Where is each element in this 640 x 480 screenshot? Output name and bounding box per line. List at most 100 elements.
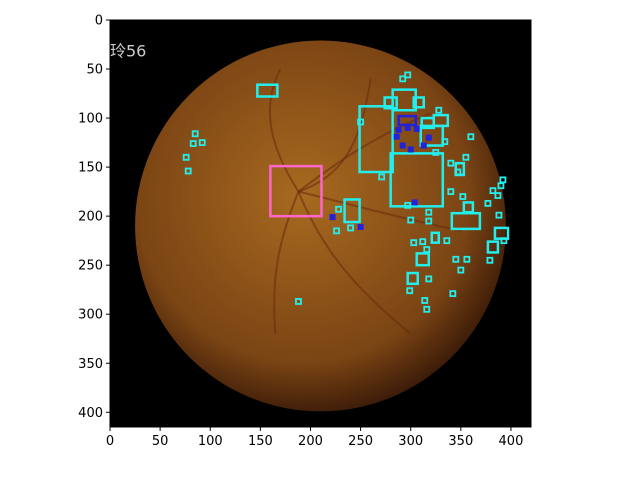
cyan-annotation-point — [500, 237, 508, 245]
cyan-annotation-point — [463, 255, 471, 263]
cyan-annotation-point — [484, 199, 492, 207]
cyan-annotation-point — [459, 193, 467, 200]
cyan-annotation-point — [495, 211, 503, 219]
cyan-annotation-point — [462, 153, 470, 161]
retinal-vessel — [298, 78, 372, 193]
retinal-vessel — [298, 190, 462, 232]
cyan-annotation-box — [419, 124, 445, 147]
cyan-annotation-point — [378, 173, 386, 181]
cyan-annotation-point — [189, 140, 197, 147]
cyan-annotation-point — [467, 133, 475, 141]
y-tick-label: 150 — [78, 161, 103, 176]
blue-annotation-point — [411, 199, 418, 206]
cyan-annotation-point — [425, 275, 433, 283]
retinal-vessel — [268, 68, 300, 193]
x-tick-label: 350 — [448, 434, 473, 449]
cyan-annotation-point — [406, 287, 414, 295]
cyan-annotation-box — [256, 83, 279, 98]
x-tick-label: 250 — [348, 434, 373, 449]
retinal-vessel — [297, 191, 412, 335]
cyan-annotation-box — [412, 96, 425, 109]
cyan-annotation-point — [404, 71, 412, 79]
cyan-annotation-point — [441, 138, 449, 146]
cyan-annotation-point — [335, 205, 342, 213]
cyan-annotation-point — [435, 106, 443, 114]
cyan-annotation-box — [391, 88, 417, 112]
y-tick-label: 300 — [78, 308, 103, 323]
blue-annotation-point — [420, 142, 427, 149]
cyan-annotation-box — [462, 201, 475, 214]
x-axis: 0 50 100 150 200 250 300 350 400 — [106, 427, 524, 449]
retinal-vessel — [273, 191, 300, 334]
magenta-annotation-box — [269, 164, 323, 218]
x-tick-label: 400 — [499, 434, 524, 449]
cyan-annotation-point — [410, 239, 418, 247]
cyan-annotation-point — [191, 130, 199, 138]
x-tick-label: 300 — [398, 434, 423, 449]
fundus-disc — [135, 40, 506, 412]
cyan-annotation-point — [423, 305, 431, 313]
cyan-annotation-point — [347, 224, 354, 232]
blue-annotation-point — [404, 124, 411, 131]
cyan-annotation-point — [499, 176, 507, 184]
cyan-annotation-box — [430, 231, 441, 244]
cyan-annotation-point — [357, 118, 364, 126]
y-tick-label: 350 — [78, 357, 103, 372]
x-tick-label: 150 — [248, 434, 273, 449]
cyan-annotation-box — [343, 198, 361, 224]
y-tick-label: 250 — [78, 259, 103, 274]
cyan-annotation-point — [425, 217, 433, 225]
blue-annotation-point — [357, 223, 364, 230]
cyan-annotation-point — [432, 148, 440, 156]
cyan-annotation-point — [452, 255, 460, 263]
y-tick-label: 100 — [78, 112, 103, 127]
plot-area: 玲56 — [110, 20, 531, 427]
cyan-annotation-point — [198, 139, 206, 146]
cyan-annotation-point — [447, 188, 455, 196]
cyan-annotation-point — [457, 266, 465, 274]
cyan-annotation-point — [423, 246, 431, 253]
retinal-vessels — [268, 68, 462, 335]
x-tick-label: 50 — [152, 434, 169, 449]
cyan-annotation-point — [184, 167, 192, 175]
cyan-annotation-point — [443, 237, 451, 245]
cyan-annotation-point — [333, 227, 340, 235]
cyan-annotation-point — [489, 187, 497, 195]
cyan-annotation-point — [421, 297, 429, 304]
axes-frame — [109, 19, 532, 428]
cyan-annotation-point — [454, 168, 462, 176]
blue-annotation-point — [395, 126, 402, 133]
cyan-annotation-point — [494, 192, 502, 199]
blue-annotation-point — [329, 214, 336, 221]
y-tick-label: 200 — [78, 210, 103, 225]
x-tick-label: 100 — [198, 434, 223, 449]
cyan-annotation-point — [182, 153, 190, 161]
blue-annotation-point — [399, 142, 406, 149]
blue-annotation-point — [425, 134, 432, 141]
cyan-annotation-box — [406, 271, 419, 286]
annotation-boxes — [256, 83, 510, 286]
cyan-annotation-box — [383, 96, 398, 110]
x-tick-label: 200 — [298, 434, 323, 449]
annotation-points — [182, 71, 508, 313]
cyan-annotation-box — [358, 105, 394, 174]
y-tick-label: 400 — [78, 406, 103, 421]
cyan-annotation-point — [449, 290, 457, 298]
cyan-annotation-point — [404, 201, 412, 209]
x-tick-label: 0 — [106, 434, 114, 449]
cyan-annotation-point — [407, 216, 415, 224]
cyan-annotation-point — [295, 298, 302, 305]
cyan-annotation-box — [486, 240, 500, 254]
y-axis: 0 50 100 150 200 250 300 350 400 — [78, 14, 110, 421]
blue-annotation-point — [407, 146, 414, 153]
cyan-annotation-point — [425, 208, 433, 216]
blue-annotation-point — [413, 125, 420, 132]
overlay-text: 玲56 — [110, 41, 146, 60]
cyan-annotation-point — [447, 159, 455, 167]
blue-annotation-point — [393, 133, 400, 140]
y-tick-label: 0 — [95, 14, 103, 29]
y-tick-label: 50 — [86, 63, 103, 78]
retinal-vessel — [297, 112, 432, 193]
cyan-annotation-box — [389, 152, 445, 208]
